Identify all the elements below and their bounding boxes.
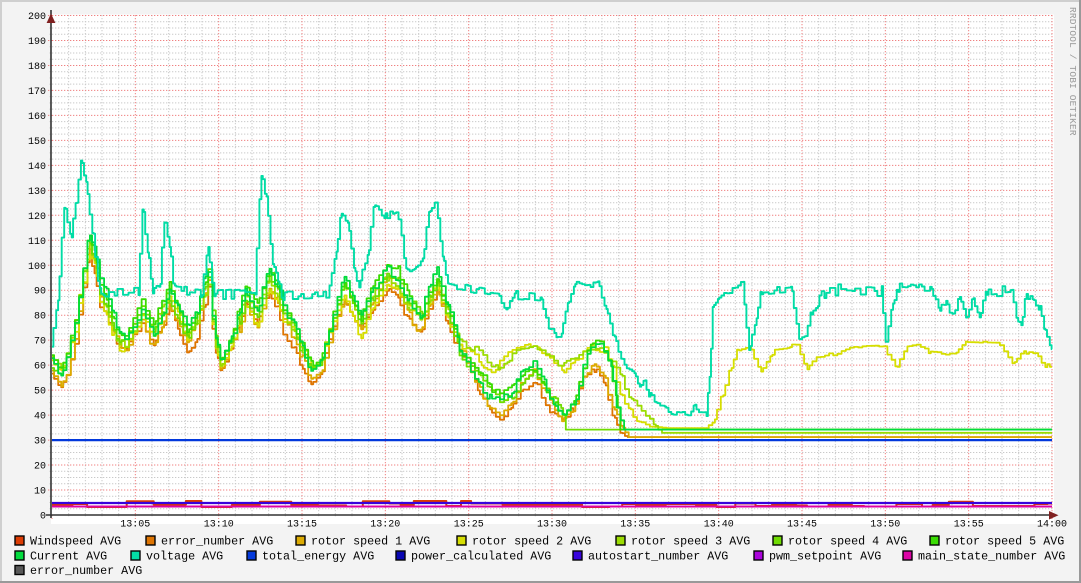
svg-text:error_number AVG: error_number AVG bbox=[30, 564, 142, 578]
svg-text:13:35: 13:35 bbox=[620, 520, 650, 531]
svg-text:160: 160 bbox=[28, 112, 46, 123]
svg-text:140: 140 bbox=[28, 162, 46, 173]
svg-text:60: 60 bbox=[34, 362, 46, 373]
svg-text:13:45: 13:45 bbox=[787, 520, 817, 531]
svg-text:pwm_setpoint AVG: pwm_setpoint AVG bbox=[769, 550, 881, 564]
svg-text:13:25: 13:25 bbox=[454, 520, 484, 531]
svg-text:power_calculated AVG: power_calculated AVG bbox=[411, 550, 551, 564]
svg-text:80: 80 bbox=[34, 312, 46, 323]
svg-text:autostart_number AVG: autostart_number AVG bbox=[588, 550, 728, 564]
svg-text:13:15: 13:15 bbox=[287, 520, 317, 531]
svg-text:RRDTOOL / TOBI OETIKER: RRDTOOL / TOBI OETIKER bbox=[1067, 7, 1078, 136]
svg-text:rotor speed 5 AVG: rotor speed 5 AVG bbox=[945, 535, 1064, 549]
svg-text:Current AVG: Current AVG bbox=[30, 550, 107, 564]
svg-text:rotor speed 3 AVG: rotor speed 3 AVG bbox=[631, 535, 750, 549]
svg-text:main_state_number AVG: main_state_number AVG bbox=[918, 550, 1065, 564]
svg-text:voltage AVG: voltage AVG bbox=[146, 550, 223, 564]
svg-text:180: 180 bbox=[28, 62, 46, 73]
svg-text:130: 130 bbox=[28, 187, 46, 198]
svg-text:110: 110 bbox=[28, 237, 46, 248]
svg-text:150: 150 bbox=[28, 137, 46, 148]
svg-text:13:10: 13:10 bbox=[204, 520, 234, 531]
svg-text:10: 10 bbox=[34, 487, 46, 498]
svg-text:13:05: 13:05 bbox=[120, 520, 150, 531]
svg-text:100: 100 bbox=[28, 262, 46, 273]
svg-text:rotor speed 4 AVG: rotor speed 4 AVG bbox=[788, 535, 907, 549]
svg-text:13:55: 13:55 bbox=[954, 520, 984, 531]
svg-text:50: 50 bbox=[34, 387, 46, 398]
svg-text:13:40: 13:40 bbox=[704, 520, 734, 531]
svg-text:70: 70 bbox=[34, 337, 46, 348]
svg-text:13:20: 13:20 bbox=[370, 520, 400, 531]
svg-text:13:30: 13:30 bbox=[537, 520, 567, 531]
svg-text:90: 90 bbox=[34, 287, 46, 298]
svg-text:0: 0 bbox=[40, 512, 46, 523]
svg-text:rotor speed 2 AVG: rotor speed 2 AVG bbox=[472, 535, 591, 549]
svg-text:40: 40 bbox=[34, 412, 46, 423]
svg-text:30: 30 bbox=[34, 437, 46, 448]
svg-text:14:00: 14:00 bbox=[1037, 520, 1067, 531]
svg-text:200: 200 bbox=[28, 12, 46, 23]
svg-text:total_energy AVG: total_energy AVG bbox=[262, 550, 374, 564]
svg-text:Windspeed AVG: Windspeed AVG bbox=[30, 535, 121, 549]
svg-text:13:50: 13:50 bbox=[870, 520, 900, 531]
svg-text:20: 20 bbox=[34, 462, 46, 473]
svg-text:120: 120 bbox=[28, 212, 46, 223]
svg-text:error_number AVG: error_number AVG bbox=[161, 535, 273, 549]
svg-text:190: 190 bbox=[28, 37, 46, 48]
svg-text:170: 170 bbox=[28, 87, 46, 98]
svg-text:rotor speed 1 AVG: rotor speed 1 AVG bbox=[311, 535, 430, 549]
